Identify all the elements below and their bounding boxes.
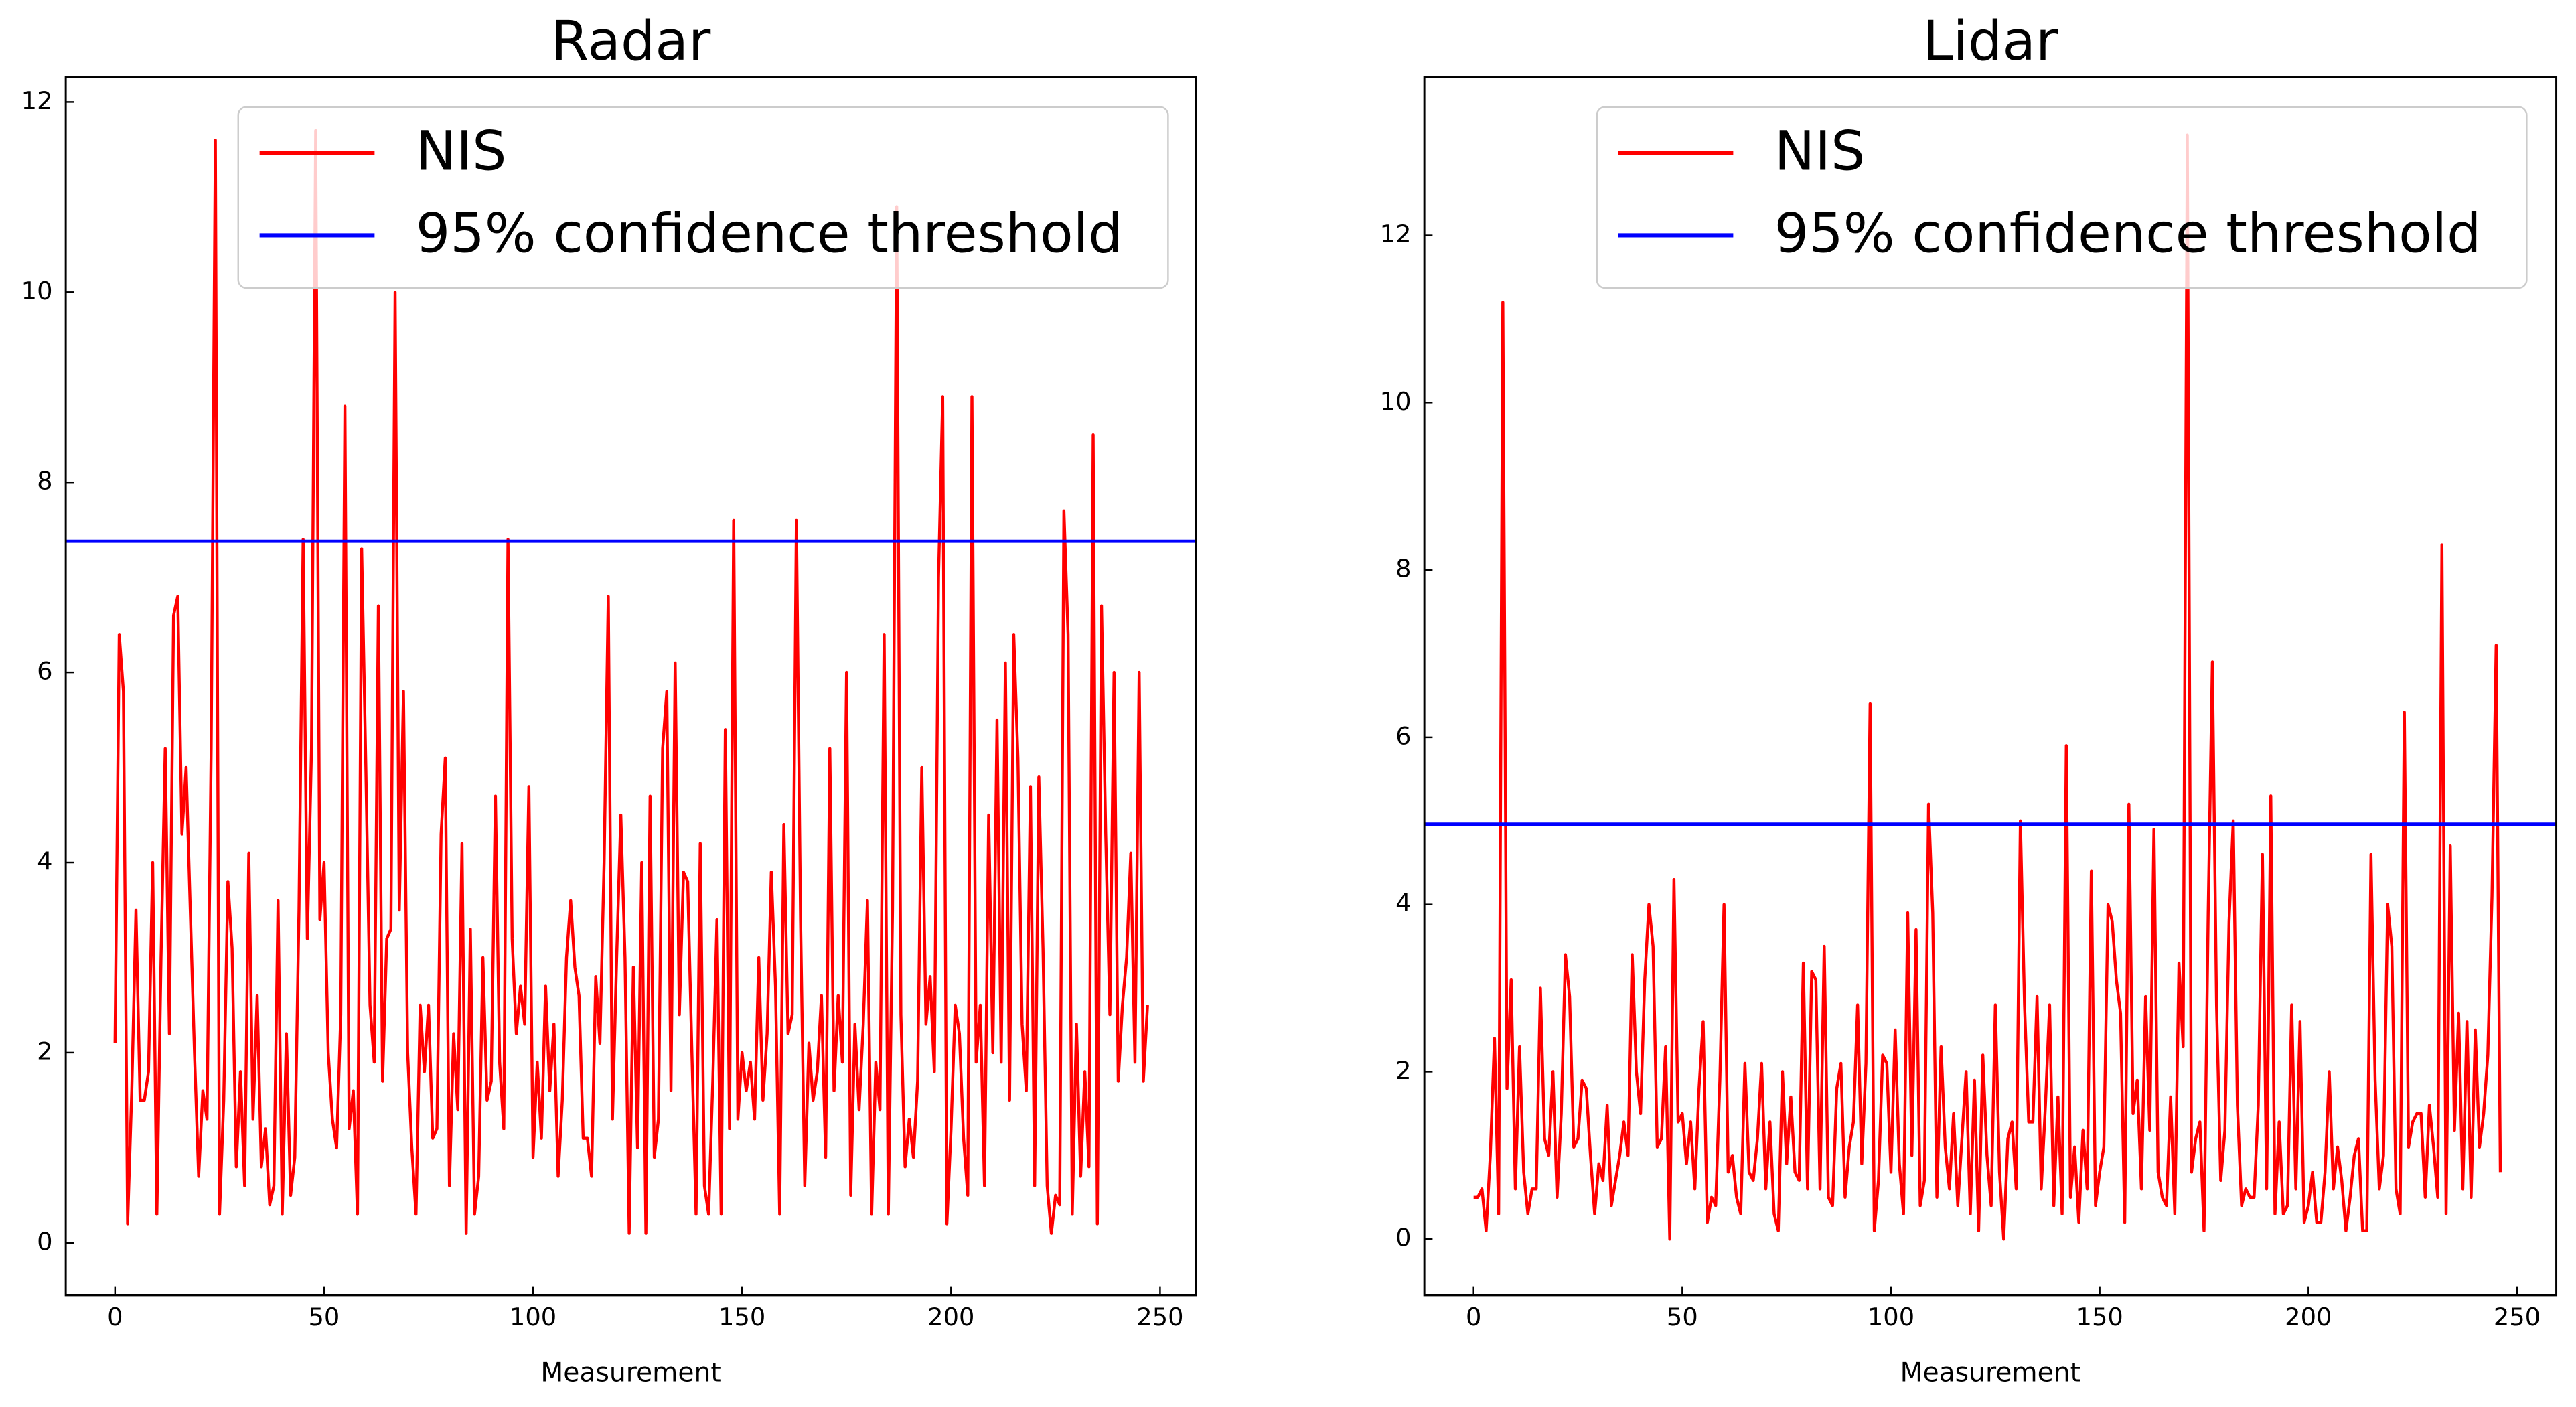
y-tick-label: 4 <box>37 847 52 876</box>
y-tick-label: 0 <box>1395 1224 1411 1252</box>
legend-box <box>237 106 1169 289</box>
y-tick-label: 2 <box>1395 1056 1411 1085</box>
axes-frame <box>1423 76 2558 1297</box>
x-axis-label: Measurement <box>1900 1357 2080 1388</box>
chart-title: Radar <box>551 10 711 73</box>
x-axis-label: Measurement <box>540 1357 721 1388</box>
y-tick-label: 2 <box>37 1037 52 1065</box>
x-tick-label: 50 <box>1667 1303 1698 1331</box>
y-tick-label: 6 <box>37 657 52 686</box>
y-tick-label: 10 <box>1380 387 1412 416</box>
y-tick-label: 12 <box>21 86 53 115</box>
x-tick-label: 100 <box>510 1303 556 1331</box>
x-tick-label: 200 <box>927 1303 974 1331</box>
y-tick-label: 12 <box>1380 220 1412 248</box>
legend-label: NIS <box>416 120 507 183</box>
y-tick-label: 0 <box>37 1227 52 1256</box>
x-tick-label: 150 <box>2076 1303 2123 1331</box>
y-tick-label: 10 <box>21 277 53 305</box>
axes-frame <box>64 76 1197 1297</box>
nis-line <box>113 129 1149 1235</box>
x-tick-label: 200 <box>2285 1303 2332 1331</box>
chart-title: Lidar <box>1922 10 2058 73</box>
y-tick-label: 8 <box>37 467 52 496</box>
x-tick-label: 250 <box>2494 1303 2541 1331</box>
y-tick-label: 8 <box>1395 554 1411 583</box>
nis-line <box>1473 133 2502 1241</box>
x-tick-label: 0 <box>1466 1303 1481 1331</box>
x-tick-label: 0 <box>107 1303 123 1331</box>
x-tick-label: 50 <box>309 1303 340 1331</box>
x-tick-label: 250 <box>1136 1303 1183 1331</box>
legend-label: 95% confidence threshold <box>1774 202 2482 265</box>
legend-label: NIS <box>1774 120 1866 183</box>
x-tick-label: 100 <box>1868 1303 1914 1331</box>
legend-box <box>1596 106 2528 289</box>
x-tick-label: 150 <box>718 1303 765 1331</box>
legend-label: 95% confidence threshold <box>416 202 1123 265</box>
y-tick-label: 6 <box>1395 721 1411 750</box>
y-tick-label: 4 <box>1395 889 1411 917</box>
